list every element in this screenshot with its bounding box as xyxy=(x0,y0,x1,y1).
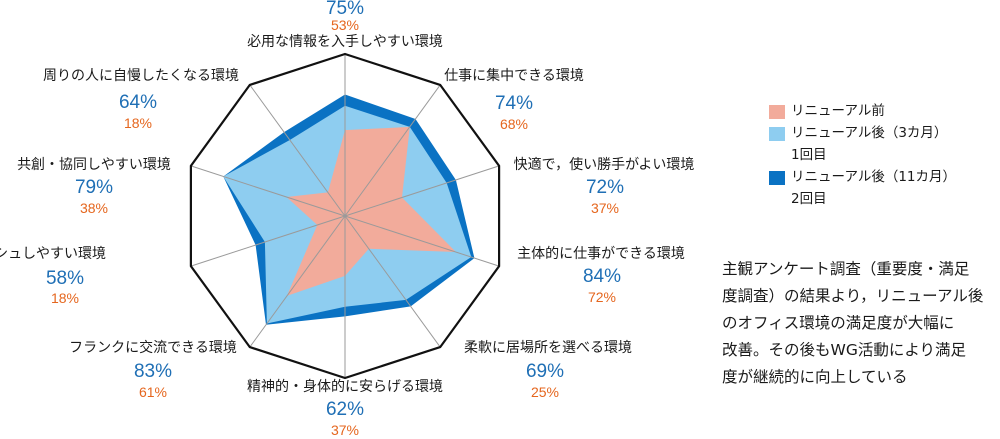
value-label-after-10: 64% xyxy=(119,92,157,113)
value-label-before-3: 37% xyxy=(591,200,619,216)
legend-label: リニューアル後（11カ月） xyxy=(791,169,957,185)
value-label-before-7: 61% xyxy=(139,384,167,400)
legend-swatch-after-3m xyxy=(769,127,785,141)
legend-label: リニューアル前 xyxy=(791,103,885,119)
radar-axis-5 xyxy=(344,215,441,348)
value-label-after-4: 84% xyxy=(583,266,621,287)
axis-label-9: 共創・協同しやすい環境 xyxy=(17,157,171,173)
axis-label-8: リフレッシュしやすい環境 xyxy=(0,246,106,262)
value-label-before-10: 18% xyxy=(124,115,152,131)
legend-swatch-after-11m xyxy=(769,171,785,185)
summary-note: 主観アンケート調査（重要度・満足 度調査）の結果より，リニューアル後 のオフィス… xyxy=(722,260,984,386)
legend-label-sub: 1回目 xyxy=(791,147,827,163)
radar-axis-9 xyxy=(190,165,346,217)
legend-swatch-before xyxy=(769,105,785,119)
axis-label-2: 仕事に集中できる環境 xyxy=(444,67,584,84)
radar-axis-7 xyxy=(249,215,346,348)
value-label-after-7: 83% xyxy=(134,361,172,382)
value-label-after-3: 72% xyxy=(586,177,624,198)
axis-label-3: 快適で，使い勝手がよい環境 xyxy=(514,156,695,173)
radar-frame xyxy=(189,52,501,380)
value-label-before-4: 72% xyxy=(588,289,616,305)
value-label-before-5: 25% xyxy=(531,384,559,400)
value-label-before-9: 38% xyxy=(80,200,108,216)
axis-label-6: 精神的・身体的に安らげる環境 xyxy=(247,379,443,395)
value-label-before-2: 68% xyxy=(500,116,528,132)
axis-label-4: 主体的に仕事ができる環境 xyxy=(517,246,685,262)
value-label-before-8: 18% xyxy=(51,290,79,306)
radar-axis-3 xyxy=(344,165,500,217)
radar-axis-8 xyxy=(190,215,346,267)
value-label-after-5: 69% xyxy=(526,361,564,382)
value-label-before-6: 37% xyxy=(331,422,359,438)
axis-label-10: 周りの人に自慢したくなる環境 xyxy=(43,67,239,84)
value-label-after-2: 74% xyxy=(495,93,533,114)
radar-axis-10 xyxy=(249,84,346,217)
radar-axis-2 xyxy=(344,84,441,217)
value-label-after-1: 75% xyxy=(326,0,364,19)
legend-label: リニューアル後（3カ月） xyxy=(791,125,948,141)
legend-label-sub: 2回目 xyxy=(791,191,827,207)
axis-label-1: 必用な情報を入手しやすい環境 xyxy=(247,34,443,50)
value-label-before-1: 53% xyxy=(331,17,359,33)
value-label-after-6: 62% xyxy=(326,399,364,420)
axis-label-7: フランクに交流できる環境 xyxy=(69,339,237,356)
value-label-after-8: 58% xyxy=(46,268,84,289)
radar-axis-4 xyxy=(344,215,500,267)
series-area-before xyxy=(286,126,456,296)
value-label-after-9: 79% xyxy=(75,177,113,198)
axis-label-5: 柔軟に居場所を選べる環境 xyxy=(464,340,632,356)
